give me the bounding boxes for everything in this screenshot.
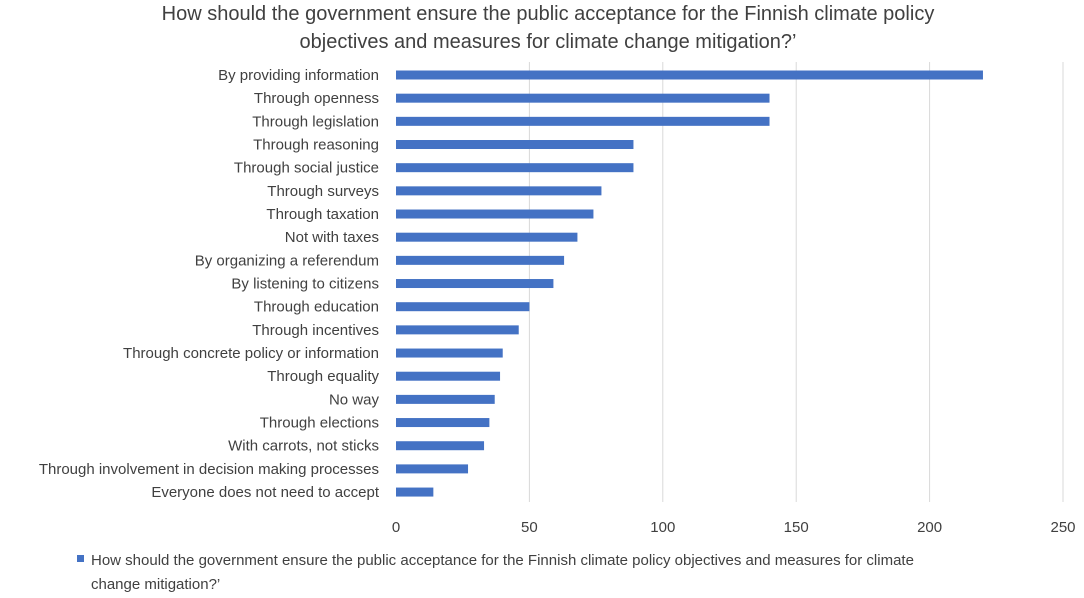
bar [396,186,602,196]
bars [396,70,983,497]
bar [396,279,554,289]
x-axis-tick-labels: 0 50 100 150 200 250 [392,519,1076,536]
category-labels: By providing information Through openness… [39,67,380,501]
gridlines [528,62,1064,502]
category-label: Everyone does not need to accept [151,484,379,501]
bar [396,487,434,497]
bar [396,255,565,265]
chart-title-line-2: objectives and measures for climate chan… [300,31,797,53]
category-label: Through equality [267,368,379,385]
x-tick-label: 150 [784,519,809,536]
bar [396,163,634,173]
bar [396,348,503,358]
category-label: Through reasoning [253,137,379,154]
bar [396,140,634,150]
category-label: No way [329,391,380,408]
category-label: By listening to citizens [231,276,379,293]
bar [396,325,519,335]
x-tick-label: 0 [392,519,400,536]
category-label: Not with taxes [285,229,379,246]
x-tick-label: 100 [650,519,675,536]
legend-text-line-2: change mitigation?’ [91,576,220,593]
category-label: Through concrete policy or information [123,345,379,362]
category-label: Through surveys [267,183,379,200]
bar [396,441,485,451]
legend: How should the government ensure the pub… [77,552,914,593]
category-label: Through education [254,299,379,316]
category-label: With carrots, not sticks [228,438,379,455]
x-tick-label: 250 [1050,519,1075,536]
category-label: By organizing a referendum [195,252,379,269]
category-label: Through incentives [252,322,379,339]
bar [396,232,578,242]
bar [396,302,530,312]
x-tick-label: 50 [521,519,538,536]
bar [396,394,495,404]
category-label: Through taxation [266,206,379,223]
bar [396,93,770,103]
legend-swatch [77,555,84,562]
category-label: Through involvement in decision making p… [39,461,379,478]
bar [396,371,501,381]
category-label: By providing information [218,67,379,84]
category-label: Through legislation [252,113,379,130]
bar [396,209,594,219]
chart-title: How should the government ensure the pub… [162,3,935,53]
category-label: Through social justice [234,160,379,177]
bar [396,116,770,126]
x-tick-label: 200 [917,519,942,536]
category-label: Through elections [260,415,379,432]
legend-text-line-1: How should the government ensure the pub… [91,552,914,569]
bar [396,464,469,474]
chart-title-line-1: How should the government ensure the pub… [162,3,935,25]
bar [396,70,983,80]
bar [396,418,490,428]
category-label: Through openness [254,90,379,107]
